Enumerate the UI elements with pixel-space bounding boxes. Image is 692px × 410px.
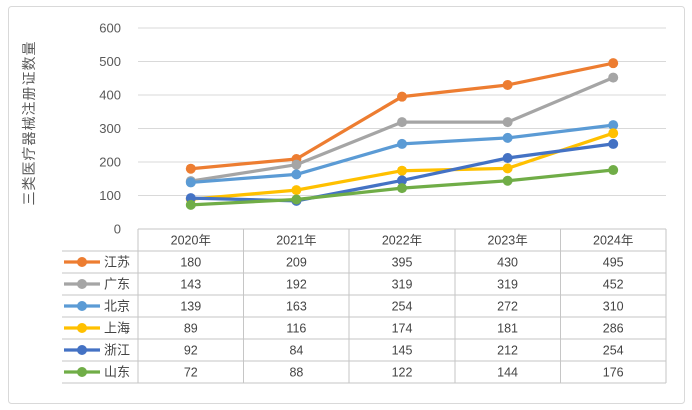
legend-key-marker-1 <box>77 257 87 267</box>
y-tick-label-300: 300 <box>99 121 121 136</box>
y-tick-label-500: 500 <box>99 54 121 69</box>
table-col-header-4: 2023年 <box>487 234 527 248</box>
y-tick-label-200: 200 <box>99 155 121 170</box>
series-name-2: 广东 <box>104 277 130 292</box>
table-value-cell: 430 <box>497 256 518 270</box>
data-point-marker <box>502 175 513 186</box>
table-value-cell: 174 <box>392 322 413 336</box>
table-value-cell: 272 <box>497 300 518 314</box>
series-name-1: 江苏 <box>104 255 130 270</box>
data-point-marker <box>397 91 407 102</box>
table-value-cell: 192 <box>286 278 307 292</box>
data-point-marker <box>608 72 619 83</box>
y-axis-title: 三类医疗器械注册证数量 <box>21 41 37 206</box>
table-value-cell: 180 <box>180 256 201 270</box>
series-lines-group <box>185 58 619 210</box>
y-tick-label-600: 600 <box>99 21 121 36</box>
data-point-marker <box>608 58 619 69</box>
table-value-cell: 181 <box>497 322 518 336</box>
series-name-4: 上海 <box>104 321 130 336</box>
legend-key-marker-5 <box>77 345 87 355</box>
data-point-marker <box>185 177 196 188</box>
table-value-cell: 92 <box>184 344 198 358</box>
series-name-3: 北京 <box>104 299 130 314</box>
y-tick-label-0: 0 <box>114 222 121 237</box>
series-name-5: 浙江 <box>104 343 130 358</box>
table-value-cell: 254 <box>392 300 413 314</box>
data-point-marker <box>397 117 407 128</box>
data-point-marker <box>291 169 302 180</box>
table-value-cell: 122 <box>392 366 413 380</box>
data-point-marker <box>397 138 407 149</box>
y-tick-label-400: 400 <box>99 88 121 103</box>
table-value-cell: 88 <box>289 366 303 380</box>
data-point-marker <box>502 79 513 90</box>
data-point-marker <box>608 120 619 131</box>
data-point-marker <box>502 132 513 143</box>
table-value-cell: 495 <box>603 256 624 270</box>
legend-key-marker-3 <box>77 301 87 311</box>
table-value-cell: 139 <box>180 300 201 314</box>
chart-frame <box>8 6 685 404</box>
legend-key-marker-4 <box>77 323 87 333</box>
table-col-header-3: 2022年 <box>382 234 422 248</box>
data-point-marker <box>608 138 619 149</box>
data-point-marker <box>397 183 407 194</box>
table-value-cell: 212 <box>497 344 518 358</box>
data-point-marker <box>291 185 302 196</box>
table-value-cell: 143 <box>180 278 201 292</box>
chart-frame-border <box>8 6 685 404</box>
table-value-cell: 72 <box>184 366 198 380</box>
data-point-marker <box>502 152 513 163</box>
data-point-marker <box>397 175 407 186</box>
data-point-marker <box>502 163 513 174</box>
table-value-cell: 319 <box>497 278 518 292</box>
data-point-marker <box>608 165 619 176</box>
table-col-header-5: 2024年 <box>593 234 633 248</box>
series-name-6: 山东 <box>104 365 130 380</box>
table-value-cell: 209 <box>286 256 307 270</box>
table-value-cell: 116 <box>286 322 306 336</box>
data-point-marker <box>397 165 407 176</box>
table-value-cell: 145 <box>392 344 413 358</box>
data-point-marker <box>608 128 619 139</box>
table-value-cell: 319 <box>392 278 413 292</box>
table-col-header-2: 2021年 <box>276 234 316 248</box>
data-point-marker <box>291 194 302 205</box>
table-value-cell: 144 <box>497 366 518 380</box>
data-point-marker <box>185 163 196 174</box>
table-col-header-1: 2020年 <box>171 234 211 248</box>
table-value-cell: 254 <box>603 344 624 358</box>
table-value-cell: 176 <box>603 366 624 380</box>
table-value-cell: 286 <box>603 322 624 336</box>
data-point-marker <box>291 159 302 170</box>
table-value-cell: 310 <box>603 300 624 314</box>
table-value-cell: 84 <box>289 344 303 358</box>
table-value-cell: 395 <box>392 256 413 270</box>
table-value-cell: 452 <box>603 278 624 292</box>
legend-key-marker-2 <box>77 279 87 289</box>
y-axis-tick-labels-group: 0 100 200 300 400 500 600 <box>99 21 121 237</box>
data-point-marker <box>185 199 196 210</box>
table-value-cell: 89 <box>184 322 198 336</box>
table-value-cell: 163 <box>286 300 307 314</box>
y-tick-label-100: 100 <box>99 188 121 203</box>
legend-key-marker-6 <box>77 367 87 377</box>
data-point-marker <box>502 117 513 128</box>
